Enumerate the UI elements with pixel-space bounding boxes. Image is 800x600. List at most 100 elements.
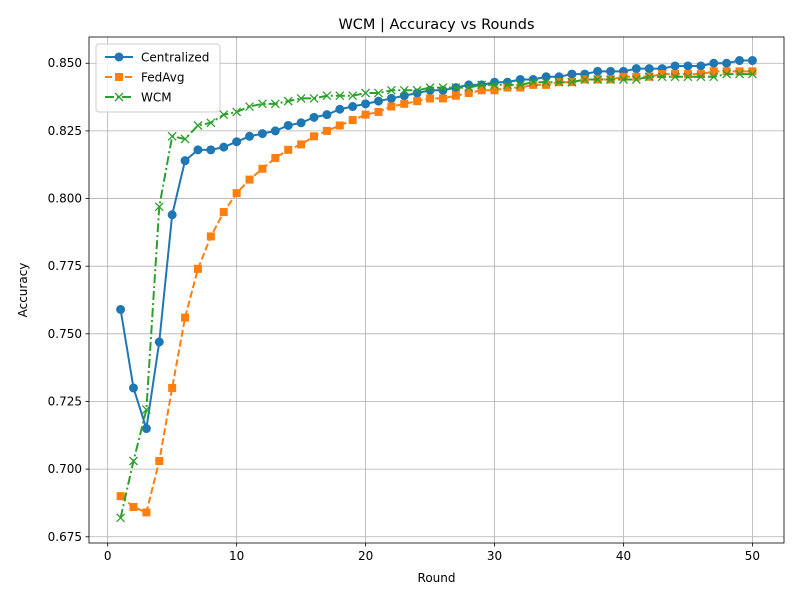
data-point-centralized [735, 56, 745, 66]
legend-marker-fedavg [115, 73, 123, 81]
data-point-wcm [670, 72, 680, 82]
data-point-centralized [631, 64, 641, 74]
data-point-fedavg [348, 116, 357, 125]
data-point-fedavg [258, 164, 267, 173]
x-tick-label: 0 [104, 549, 112, 563]
data-point-fedavg [219, 208, 228, 217]
series-layer [116, 56, 757, 523]
data-point-wcm [438, 83, 448, 93]
data-point-wcm [696, 72, 706, 82]
data-point-wcm [683, 72, 693, 82]
legend-box [95, 43, 221, 113]
data-point-fedavg [477, 86, 486, 95]
data-point-centralized [335, 104, 345, 114]
data-point-centralized [322, 110, 332, 120]
data-point-centralized [515, 74, 525, 84]
data-point-fedavg [374, 107, 383, 116]
data-point-centralized [141, 424, 151, 434]
data-point-fedavg [413, 97, 422, 106]
data-point-fedavg [142, 508, 151, 517]
data-point-fedavg [696, 70, 705, 79]
x-tick-label: 20 [358, 549, 373, 563]
data-point-centralized [670, 61, 680, 71]
data-point-fedavg [322, 126, 331, 135]
data-point-wcm [399, 85, 409, 95]
data-point-wcm [180, 134, 190, 144]
legend-label-fedavg: FedAvg [141, 71, 184, 85]
data-point-fedavg [361, 110, 370, 119]
data-point-wcm [386, 85, 396, 95]
data-point-centralized [541, 72, 551, 82]
data-point-centralized [296, 118, 306, 128]
data-point-centralized [709, 58, 719, 68]
data-point-centralized [128, 383, 138, 393]
data-point-fedavg [206, 232, 215, 241]
data-point-wcm [515, 80, 525, 90]
y-tick-label: 0.675 [48, 530, 82, 544]
y-tick-label: 0.850 [48, 56, 82, 70]
data-point-wcm [245, 102, 254, 112]
data-point-fedavg [619, 72, 628, 81]
x-tick-label: 10 [229, 549, 244, 563]
data-point-wcm [425, 83, 435, 93]
data-point-wcm [322, 91, 332, 101]
data-point-centralized [116, 304, 126, 314]
data-point-wcm [374, 88, 383, 98]
data-point-wcm [283, 96, 293, 106]
data-point-wcm [735, 69, 744, 79]
data-point-fedavg [451, 91, 460, 100]
series-line-wcm [119, 73, 753, 519]
data-point-wcm [606, 75, 616, 84]
data-point-wcm [154, 202, 164, 212]
data-point-wcm [116, 513, 126, 523]
data-point-centralized [206, 145, 216, 155]
data-point-centralized [154, 337, 164, 347]
data-point-wcm [309, 93, 319, 103]
legend-label-centralized: Centralized [141, 51, 209, 65]
data-point-fedavg [671, 70, 680, 79]
data-point-fedavg [297, 140, 306, 149]
data-point-fedavg [129, 503, 138, 512]
data-point-fedavg [632, 72, 641, 81]
y-axis-label: Accuracy [16, 263, 30, 318]
data-point-centralized [283, 120, 293, 130]
data-point-fedavg [658, 70, 667, 79]
data-point-wcm [141, 405, 151, 415]
data-point-wcm [490, 80, 499, 90]
data-point-centralized [683, 61, 693, 71]
data-point-fedavg [245, 175, 254, 184]
data-point-wcm [747, 69, 757, 79]
data-point-fedavg [400, 99, 409, 108]
data-point-wcm [193, 121, 203, 130]
data-point-wcm [296, 93, 306, 103]
data-point-centralized [219, 142, 229, 152]
data-point-centralized [747, 56, 757, 66]
data-point-fedavg [722, 67, 731, 76]
y-tick-label: 0.775 [48, 259, 82, 273]
series-wcm [116, 69, 757, 523]
data-point-fedavg [155, 457, 164, 466]
data-point-centralized [348, 102, 358, 112]
y-tick-label: 0.750 [48, 327, 82, 341]
data-point-wcm [644, 72, 654, 82]
data-point-fedavg [271, 153, 280, 162]
plot-frame [88, 36, 785, 544]
axis-ticks: 0 10 20 30 40 50 0.675 0.700 0.725 0.750 0.775 0.80… [48, 56, 760, 563]
data-point-wcm [219, 110, 229, 120]
data-point-centralized [373, 96, 383, 106]
data-point-centralized [606, 66, 616, 76]
data-point-fedavg [438, 94, 447, 103]
data-point-centralized [644, 64, 654, 74]
data-point-wcm [335, 91, 345, 101]
data-point-centralized [180, 156, 190, 166]
data-point-fedavg [335, 121, 344, 130]
data-point-wcm [528, 77, 538, 87]
data-point-wcm [722, 69, 732, 79]
data-point-wcm [593, 75, 603, 84]
data-point-fedavg [490, 86, 499, 95]
data-point-centralized [593, 66, 603, 76]
data-point-fedavg [387, 102, 396, 111]
data-point-wcm [567, 77, 577, 87]
data-point-centralized [257, 129, 267, 139]
